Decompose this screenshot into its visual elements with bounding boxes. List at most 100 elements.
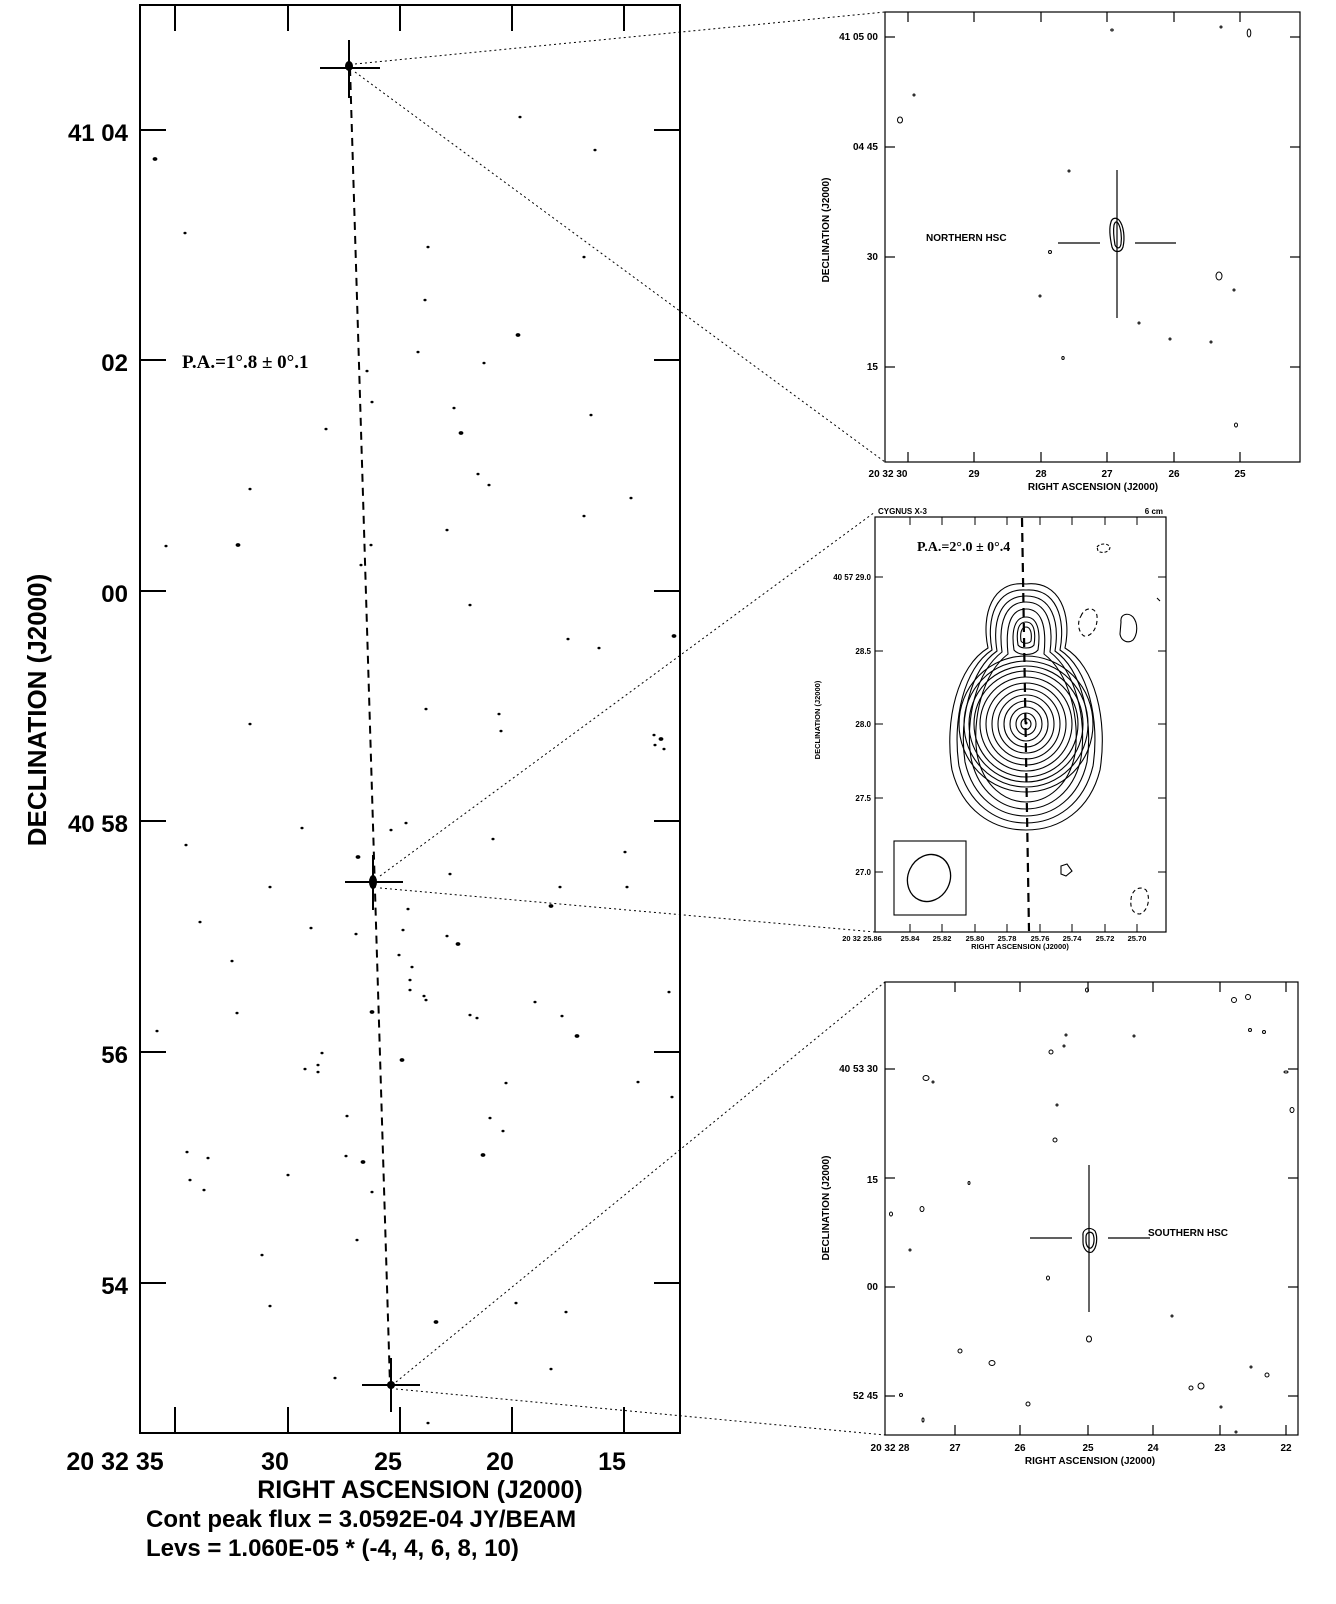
north-x-tick-label: 28	[1035, 469, 1047, 480]
noise-contour	[1048, 250, 1052, 254]
noise-contour	[558, 885, 562, 889]
main-y-axis-label: DECLINATION (J2000)	[22, 574, 52, 847]
north-y-tick-label: 30	[867, 252, 879, 263]
noise-contour	[360, 1160, 366, 1164]
center-x-tick-label: 25.82	[933, 934, 952, 943]
south-y-tick-label: 52 45	[853, 1391, 878, 1402]
noise-contour	[260, 1253, 264, 1257]
noise-contour	[404, 821, 408, 825]
noise-contour	[458, 431, 464, 435]
noise-contour	[597, 646, 601, 650]
noise-contour	[967, 1181, 971, 1185]
noise-contour	[433, 1320, 439, 1324]
main-position-angle-label: P.A.=1°.8 ± 0°.1	[182, 352, 309, 373]
noise-contour	[184, 843, 188, 847]
noise-contour	[1215, 271, 1223, 281]
noise-contour	[1048, 1049, 1054, 1055]
noise-contour	[198, 920, 202, 924]
center-position-angle-label: P.A.=2°.0 ± 0°.4	[917, 540, 1010, 555]
north-x-tick-label: 25	[1234, 469, 1246, 480]
south-y-axis-label: DECLINATION (J2000)	[821, 1156, 832, 1261]
main-x-tick-label: 20 32 35	[66, 1448, 163, 1476]
north-x-tick-labels: 20 32 30 29 28 27 26 25	[869, 469, 1246, 480]
noise-contour	[399, 1058, 405, 1062]
noise-contour	[1055, 1103, 1059, 1107]
north-x-tick-label: 20 32 30	[869, 469, 908, 480]
main-y-tick-label: 41 04	[68, 120, 129, 147]
noise-contour	[889, 1211, 893, 1217]
center-y-axis-label: DECLINATION (J2000)	[813, 680, 822, 759]
noise-contour	[1062, 1044, 1066, 1048]
center-y-tick-label: 27.5	[855, 794, 871, 803]
noise-contour	[1137, 321, 1141, 325]
noise-contour	[922, 1075, 930, 1081]
main-core-source	[369, 875, 377, 889]
noise-contour	[1248, 1028, 1252, 1032]
noise-contour	[1061, 356, 1065, 360]
south-hsc-label: SOUTHERN HSC	[1148, 1228, 1228, 1239]
noise-contour	[589, 413, 593, 417]
south-x-tick-label: 22	[1280, 1443, 1292, 1454]
noise-contour	[1262, 1030, 1266, 1034]
noise-contour	[455, 942, 461, 946]
noise-contour	[235, 543, 241, 547]
noise-contour	[408, 988, 412, 992]
noise-contour	[957, 1348, 963, 1354]
main-x-axis-label: RIGHT ASCENSION (J2000)	[257, 1476, 583, 1504]
noise-contour	[1219, 1405, 1223, 1409]
noise-contour	[1219, 25, 1223, 29]
noise-contour	[919, 1206, 925, 1212]
noise-contour	[582, 514, 586, 518]
noise-contour	[1025, 1401, 1031, 1407]
noise-contour	[899, 1393, 903, 1397]
noise-contour	[1085, 987, 1089, 993]
noise-contour	[183, 231, 187, 235]
center-x-tick-label: 25.78	[998, 934, 1017, 943]
noise-contour	[188, 1178, 192, 1182]
noise-contour	[422, 994, 426, 998]
main-y-tick-label: 40 58	[68, 811, 128, 838]
north-y-tick-label: 41 05 00	[839, 32, 878, 43]
noise-contour	[1052, 1137, 1058, 1143]
main-north-hsc-source	[345, 61, 353, 71]
noise-contour	[359, 563, 363, 567]
noise-contour	[1264, 1372, 1270, 1378]
noise-contour	[564, 1310, 568, 1314]
noise-contour	[1046, 1275, 1050, 1281]
noise-contour	[309, 926, 313, 930]
noise-contour	[424, 998, 428, 1002]
noise-contour	[560, 1014, 564, 1018]
center-y-tick-label: 28.5	[855, 647, 871, 656]
noise-contour	[235, 1011, 239, 1015]
noise-contour	[1283, 1070, 1289, 1074]
south-y-tick-label: 00	[867, 1282, 879, 1293]
noise-contour	[1249, 1365, 1253, 1369]
noise-contour	[354, 932, 358, 936]
noise-contour	[248, 722, 252, 726]
main-x-tick-label: 30	[261, 1448, 289, 1476]
north-y-tick-label: 15	[867, 362, 879, 373]
main-noise-contours	[152, 115, 677, 1425]
noise-contour	[491, 837, 495, 841]
noise-contour	[514, 1301, 518, 1305]
noise-contour	[1231, 997, 1237, 1003]
noise-contour	[1234, 1430, 1238, 1434]
noise-contour	[448, 872, 452, 876]
south-hsc-contours	[1082, 1227, 1098, 1253]
noise-contour	[574, 1034, 580, 1038]
noise-contour	[268, 885, 272, 889]
south-panel-ticks	[885, 982, 1298, 1435]
noise-contour	[476, 472, 480, 476]
noise-contour	[355, 1238, 359, 1242]
noise-contour	[912, 93, 916, 97]
noise-contour	[316, 1070, 320, 1074]
center-beam-box	[893, 840, 967, 916]
noise-contour	[468, 1013, 472, 1017]
noise-contour	[1209, 340, 1213, 344]
main-y-tick-labels: 41 04 02 00 40 58 56 54	[68, 120, 129, 1300]
south-x-tick-label: 23	[1214, 1443, 1226, 1454]
south-x-tick-label: 26	[1014, 1443, 1026, 1454]
north-panel-ticks	[885, 12, 1300, 462]
center-x-tick-label: 25.74	[1063, 934, 1083, 943]
center-panel: CYGNUS X-3 6 cm 40 57 29.0 28.5 28.0 27.…	[813, 507, 1167, 951]
